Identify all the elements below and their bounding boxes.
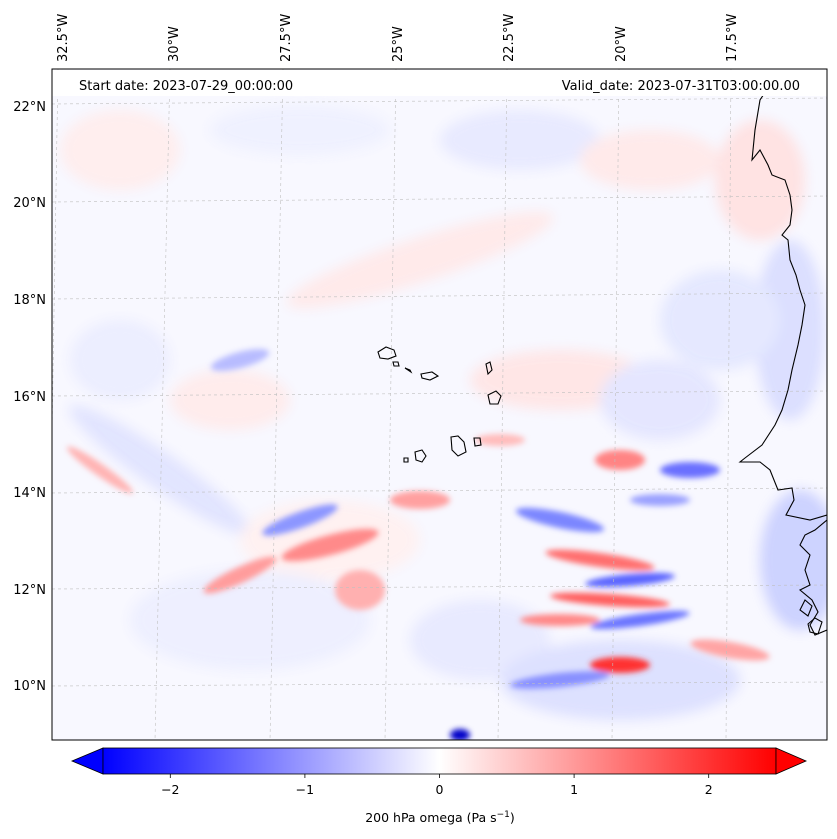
date-strip xyxy=(52,70,827,96)
start-date-label: Start date: 2023-07-29_00:00:00 xyxy=(79,79,293,94)
colorbar-label: 200 hPa omega (Pa s−1) xyxy=(365,810,515,825)
cape-verde-islands xyxy=(377,346,502,463)
coastline xyxy=(738,84,827,636)
lat-label-18n: 18°N xyxy=(13,293,46,308)
lat-label-14n: 14°N xyxy=(13,486,46,501)
colorbar-bar xyxy=(102,747,777,775)
longitude-labels: 32.5°W 30°W 27.5°W 25°W 22.5°W 20°W 17.5… xyxy=(56,14,740,62)
colorbar-extend-max xyxy=(775,747,808,775)
lat-label-20n: 20°N xyxy=(13,196,46,211)
lon-label-20w: 20°W xyxy=(614,26,629,62)
valid-date-label: Valid_date: 2023-07-31T03:00:00.00 xyxy=(562,79,800,94)
colorbar-tick-label: 2 xyxy=(705,782,713,797)
colorbar-extend-min xyxy=(70,747,104,775)
lon-label-17-5w: 17.5°W xyxy=(725,14,740,62)
latitude-labels: 22°N 20°N 18°N 16°N 14°N 12°N 10°N xyxy=(13,100,46,694)
graticule xyxy=(52,69,827,740)
lat-label-10n: 10°N xyxy=(13,679,46,694)
lat-label-16n: 16°N xyxy=(13,390,46,405)
lon-label-25w: 25°W xyxy=(391,26,406,62)
colorbar: −2 −1 0 1 2 200 hPa omega (Pa s−1) xyxy=(70,747,808,825)
lat-label-12n: 12°N xyxy=(13,583,46,598)
colorbar-ticks: −2 −1 0 1 2 xyxy=(161,774,713,797)
omega-field xyxy=(52,69,827,740)
lon-label-30w: 30°W xyxy=(167,26,182,62)
lon-label-27-5w: 27.5°W xyxy=(279,14,294,62)
colorbar-tick-label: 0 xyxy=(436,782,444,797)
lat-label-22n: 22°N xyxy=(13,100,46,115)
map-frame xyxy=(51,68,828,741)
lon-label-22-5w: 22.5°W xyxy=(502,14,517,62)
colorbar-tick-label: −1 xyxy=(296,782,314,797)
colorbar-tick-label: −2 xyxy=(161,782,179,797)
lon-label-32-5w: 32.5°W xyxy=(56,14,71,62)
colorbar-tick-label: 1 xyxy=(570,782,578,797)
